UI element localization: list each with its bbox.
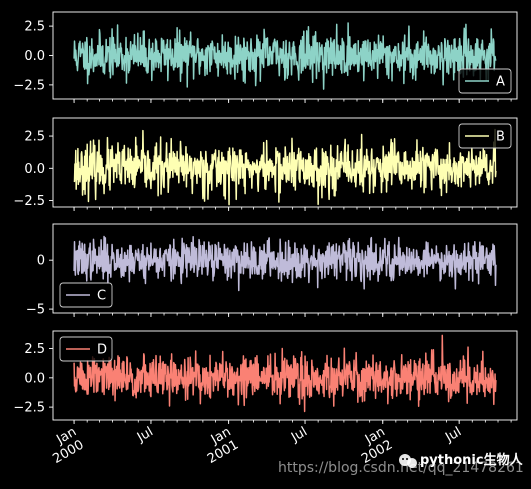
series-line-d	[73, 334, 497, 413]
legend: C	[59, 282, 113, 308]
y-tick-label: −2.5	[13, 194, 45, 209]
y-tick-label: −2.5	[13, 78, 45, 93]
watermark-url: https://blog.csdn.net/qq_21478261	[278, 460, 524, 476]
y-tick-label: 0	[37, 254, 45, 269]
legend: B	[458, 123, 512, 149]
x-tick-month: Jul	[288, 424, 310, 445]
axes-frame	[52, 223, 518, 314]
y-tick-label: 0.0	[24, 49, 45, 64]
series-line-c	[73, 235, 497, 292]
watermark-brand: pythonic生物人	[420, 452, 524, 468]
series-line-a	[73, 22, 497, 90]
series-line-b	[73, 128, 497, 206]
y-tick-label: 2.5	[24, 130, 45, 145]
y-tick-label: 0.0	[24, 371, 45, 386]
legend-label: B	[496, 130, 505, 145]
axes-frame	[52, 117, 518, 208]
wechat-icon	[399, 454, 417, 468]
x-tick-label: Jan2001	[197, 424, 241, 467]
y-tick-label: 0.0	[24, 162, 45, 177]
watermark: https://blog.csdn.net/qq_21478261 python…	[278, 452, 524, 476]
axes-frame	[52, 330, 518, 421]
subplots: 2.5 0.0 −2.5 A 2.5 0.0 −2.5 B 0 −5 C 2.5 0.0 −2.5 D	[13, 11, 518, 424]
subplot-d: 2.5 0.0 −2.5 D	[13, 330, 518, 424]
legend-label: D	[97, 343, 107, 358]
x-tick-label: Jul	[288, 424, 310, 445]
subplot-b: 2.5 0.0 −2.5 B	[13, 117, 518, 211]
subplot-a: 2.5 0.0 −2.5 A	[13, 11, 518, 103]
x-tick-month: Jul	[442, 424, 464, 445]
legend-label: A	[496, 75, 505, 90]
subplot-c: 0 −5 C	[26, 223, 518, 318]
y-tick-label: −2.5	[13, 401, 45, 416]
legend: D	[59, 336, 113, 362]
y-tick-label: 2.5	[24, 20, 45, 35]
x-tick-month: Jul	[134, 424, 156, 445]
y-tick-label: −5	[26, 303, 45, 318]
legend-label: C	[97, 289, 106, 304]
y-tick-label: 2.5	[24, 342, 45, 357]
x-tick-label: Jul	[134, 424, 156, 445]
x-tick-label: Jan2000	[43, 424, 87, 467]
x-tick-label: Jul	[442, 424, 464, 445]
legend: A	[458, 68, 512, 94]
